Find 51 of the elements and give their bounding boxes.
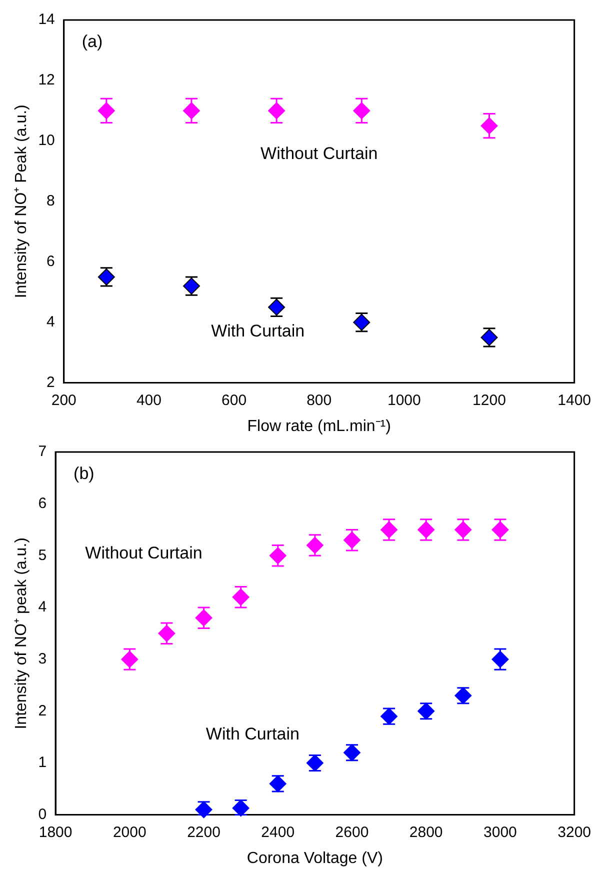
series-label: Without Curtain [260, 144, 378, 163]
series-label: With Curtain [206, 724, 300, 744]
y-tick-label: 2 [46, 374, 55, 391]
point [268, 102, 286, 120]
x-axis-title: Corona Voltage (V) [246, 850, 383, 867]
x-tick-label: 3200 [558, 824, 592, 841]
x-tick-label: 1200 [472, 392, 506, 409]
y-tick-label: 5 [38, 546, 47, 564]
y-tick-label: 8 [46, 192, 55, 210]
point [480, 117, 498, 134]
y-tick-label: 14 [38, 11, 55, 28]
x-tick-label: 800 [306, 392, 332, 409]
x-tick-label: 1000 [387, 392, 421, 409]
y-tick-label: 10 [38, 132, 55, 150]
y-tick-label: 6 [38, 494, 47, 512]
y-axis-title: Intensity of NO⁺ Peak (a.u.) [13, 104, 30, 298]
y-tick-label: 0 [38, 806, 47, 823]
y-tick-label: 12 [38, 72, 55, 89]
x-tick-label: 400 [136, 392, 162, 409]
x-tick-label: 1800 [38, 824, 72, 841]
x-tick-label: 2200 [187, 824, 220, 841]
y-tick-label: 4 [46, 313, 55, 330]
y-tick-label: 2 [38, 702, 47, 720]
point [492, 650, 509, 668]
x-tick-label: 2800 [409, 824, 443, 841]
annotation: (a) [82, 32, 103, 52]
point [269, 547, 286, 564]
x-tick-label: 1400 [558, 392, 592, 409]
series-label: With Curtain [211, 322, 305, 341]
y-tick-label: 4 [38, 598, 47, 616]
y-tick-label: 6 [46, 253, 55, 270]
point [121, 650, 138, 668]
y-tick-label: 7 [38, 443, 47, 460]
x-tick-label: 2400 [261, 824, 295, 841]
x-axis-title: Flow rate (mL.min⁻¹) [247, 418, 391, 435]
y-tick-label: 1 [38, 754, 47, 772]
point [353, 102, 370, 120]
point [232, 588, 250, 606]
point [343, 532, 360, 549]
annotation: (b) [74, 464, 94, 484]
x-tick-label: 200 [51, 392, 76, 409]
y-axis-title: Intensity of NO⁺ peak (a.u.) [13, 538, 30, 730]
x-tick-label: 2600 [335, 824, 369, 841]
point [158, 624, 176, 642]
x-tick-label: 2000 [112, 824, 146, 841]
y-tick-label: 3 [38, 650, 47, 668]
point [98, 102, 115, 120]
x-tick-label: 3000 [484, 824, 517, 841]
x-tick-label: 600 [222, 392, 247, 409]
point [182, 102, 200, 120]
text: Without Curtain [85, 543, 202, 562]
